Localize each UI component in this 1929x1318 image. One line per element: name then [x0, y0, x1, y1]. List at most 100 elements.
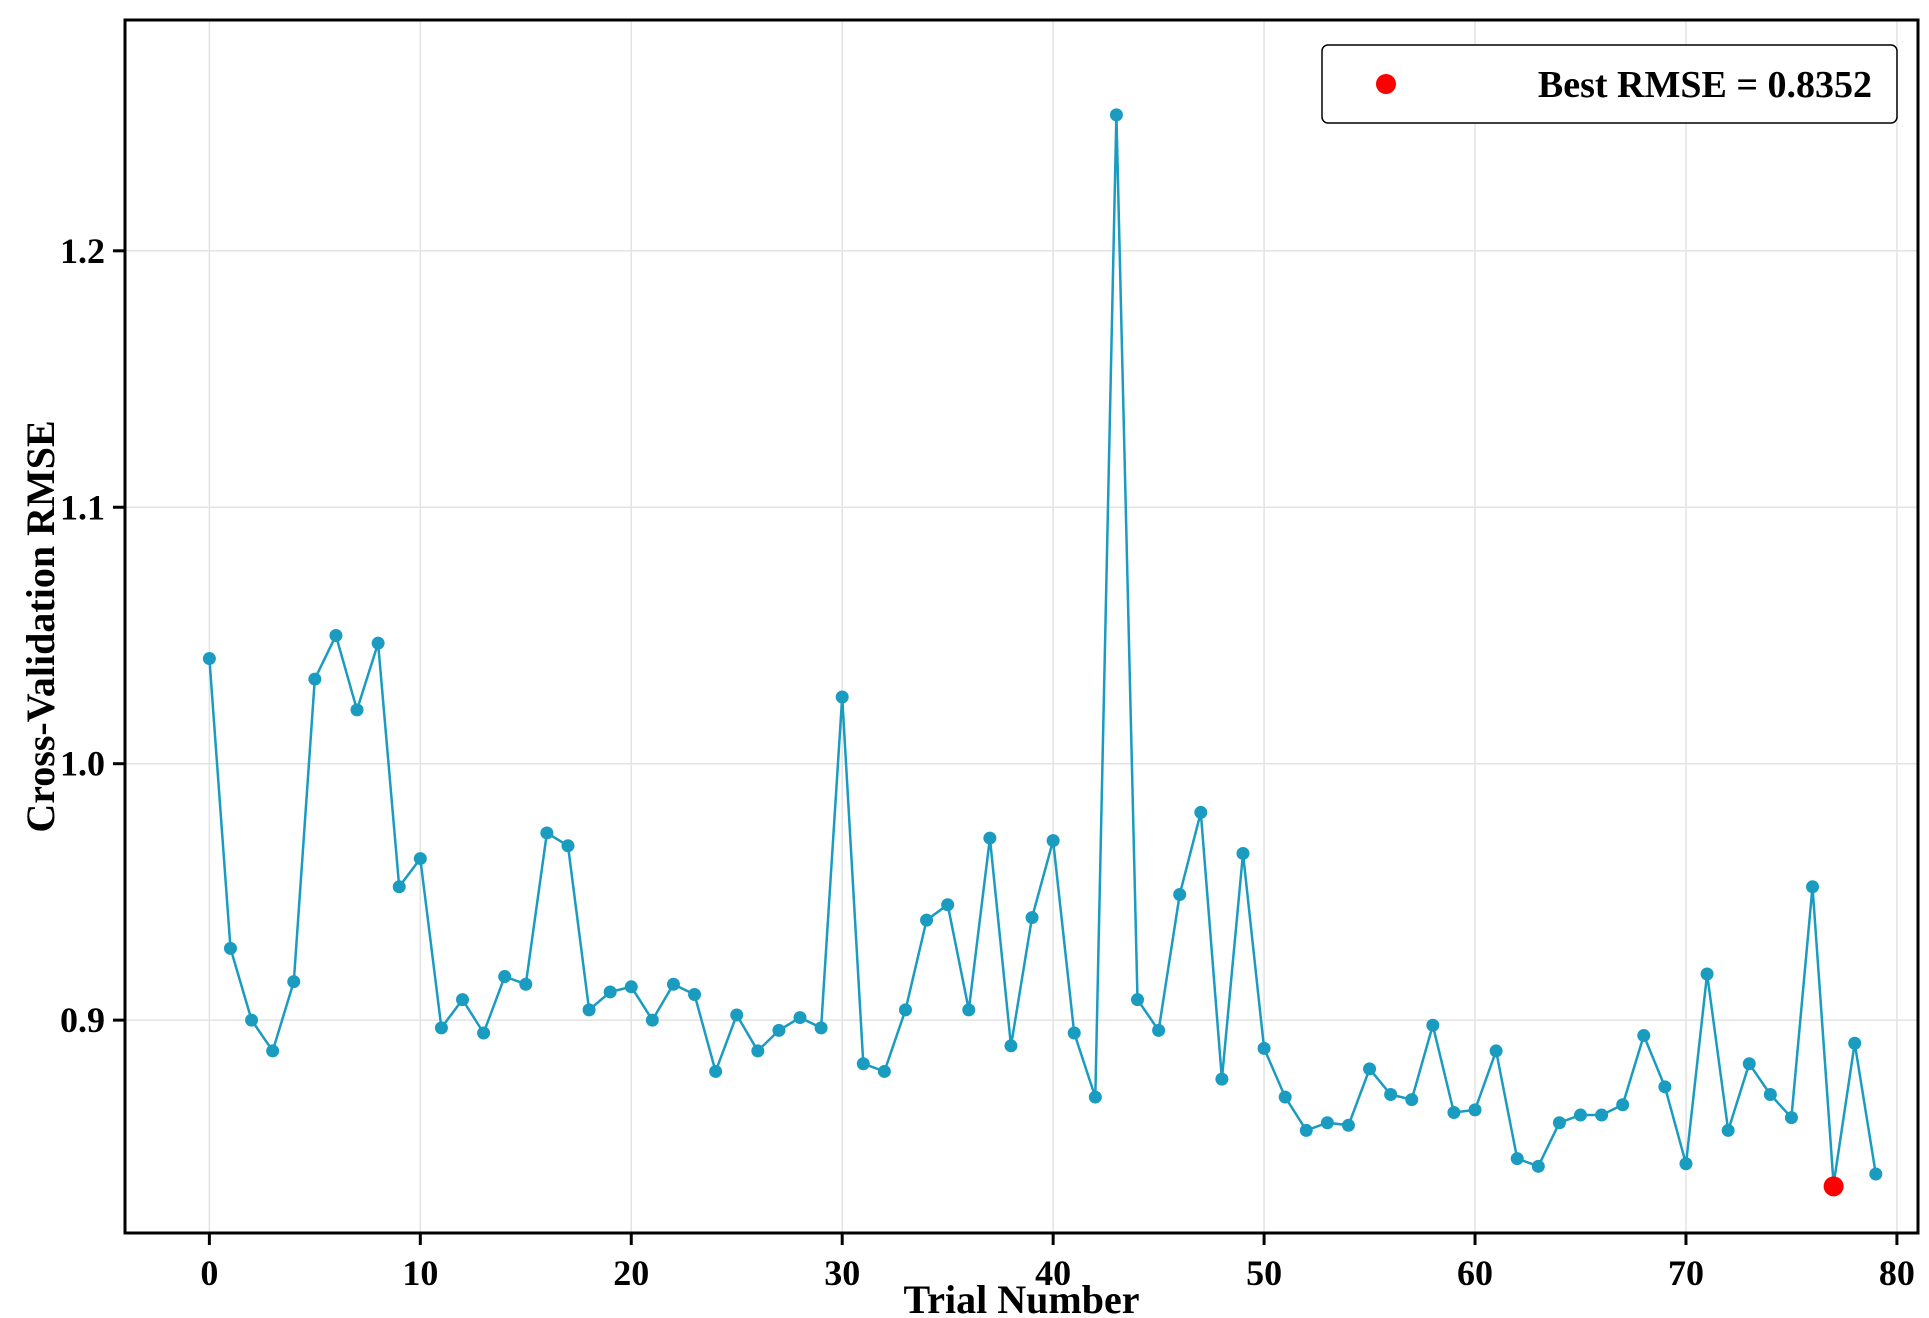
x-tick-label: 10: [402, 1253, 438, 1293]
legend-label: Best RMSE = 0.8352: [1538, 64, 1872, 106]
data-point: [498, 970, 512, 984]
data-point: [434, 1021, 448, 1035]
x-tick-label: 0: [200, 1253, 218, 1293]
data-point: [1573, 1108, 1587, 1122]
data-point: [1658, 1080, 1672, 1094]
data-point: [1616, 1098, 1630, 1112]
data-point: [1510, 1152, 1524, 1166]
data-point: [519, 977, 533, 991]
data-point: [1700, 967, 1714, 981]
data-point: [1109, 108, 1123, 122]
data-point: [793, 1011, 807, 1025]
x-tick-label: 70: [1668, 1253, 1704, 1293]
data-point: [477, 1026, 491, 1040]
data-point: [603, 985, 617, 999]
series-line-layer: [208, 114, 1878, 1185]
data-point: [1405, 1093, 1419, 1107]
data-point: [1299, 1123, 1313, 1137]
data-point: [709, 1064, 723, 1078]
data-point: [1278, 1090, 1292, 1104]
data-point: [1320, 1116, 1334, 1130]
data-point: [1236, 846, 1250, 860]
data-point: [1552, 1116, 1566, 1130]
grid: [125, 20, 1918, 1233]
x-tick-label: 20: [613, 1253, 649, 1293]
y-axis-title: Cross-Validation RMSE: [18, 420, 63, 832]
series-line: [208, 114, 1878, 1185]
data-point: [308, 672, 322, 686]
data-point: [1341, 1118, 1355, 1132]
data-point: [814, 1021, 828, 1035]
axis-ticks: 0 10 20 30 40 50 60 70 80 0.9 1.0 1.1 1.2: [60, 231, 1915, 1293]
data-point: [392, 880, 406, 894]
data-point: [223, 941, 237, 955]
data-point: [1763, 1088, 1777, 1102]
data-point: [1131, 993, 1145, 1007]
data-point: [835, 690, 849, 704]
data-point: [941, 898, 955, 912]
data-point: [666, 977, 680, 991]
data-point: [1152, 1023, 1166, 1037]
data-point: [1447, 1105, 1461, 1119]
data-point: [1468, 1103, 1482, 1117]
data-point: [371, 636, 385, 650]
data-point: [1679, 1157, 1693, 1171]
data-point: [561, 839, 575, 853]
x-axis-title: Trial Number: [904, 1277, 1140, 1318]
data-point: [1637, 1029, 1651, 1043]
legend: Best RMSE = 0.8352: [1321, 44, 1898, 124]
data-point: [456, 993, 470, 1007]
data-point: [856, 1057, 870, 1071]
data-point: [1004, 1039, 1018, 1053]
data-point: [1173, 887, 1187, 901]
x-tick-label: 30: [824, 1253, 860, 1293]
data-point: [645, 1013, 659, 1027]
y-tick-label: 1.0: [60, 744, 105, 784]
data-point: [920, 913, 934, 927]
data-point: [751, 1044, 765, 1058]
data-point: [1194, 805, 1208, 819]
data-point: [1046, 834, 1060, 848]
data-point: [266, 1044, 280, 1058]
data-point: [730, 1008, 744, 1022]
data-point: [1531, 1159, 1545, 1173]
data-point: [245, 1013, 259, 1027]
data-point: [1025, 911, 1039, 925]
series-points-layer: [202, 108, 1883, 1191]
data-point: [983, 831, 997, 845]
data-point: [1363, 1062, 1377, 1076]
y-tick-label: 0.9: [60, 1000, 105, 1040]
data-point: [1784, 1111, 1798, 1125]
data-point: [1595, 1108, 1609, 1122]
data-point: [1426, 1018, 1440, 1032]
data-point: [688, 988, 702, 1002]
x-tick-label: 40: [1035, 1253, 1071, 1293]
data-point: [1869, 1167, 1883, 1181]
data-point: [329, 628, 343, 642]
data-point: [772, 1023, 786, 1037]
x-tick-label: 60: [1457, 1253, 1493, 1293]
x-tick-label: 80: [1879, 1253, 1915, 1293]
data-point: [898, 1003, 912, 1017]
y-tick-label: 1.1: [60, 487, 105, 527]
data-point: [1215, 1072, 1229, 1086]
data-point: [202, 652, 216, 666]
legend-box: [1321, 44, 1898, 124]
data-point: [877, 1064, 891, 1078]
data-point: [624, 980, 638, 994]
data-point: [1848, 1036, 1862, 1050]
legend-marker: [1376, 74, 1396, 94]
data-point: [1489, 1044, 1503, 1058]
data-point: [1384, 1088, 1398, 1102]
y-tick-label: 1.2: [60, 231, 105, 271]
data-point: [1088, 1090, 1102, 1104]
best-rmse-point: [1823, 1176, 1844, 1197]
data-point: [1257, 1041, 1271, 1055]
data-point: [582, 1003, 596, 1017]
data-point: [1721, 1123, 1735, 1137]
data-point: [540, 826, 554, 840]
data-point: [413, 852, 427, 866]
x-tick-label: 50: [1246, 1253, 1282, 1293]
data-point: [1742, 1057, 1756, 1071]
